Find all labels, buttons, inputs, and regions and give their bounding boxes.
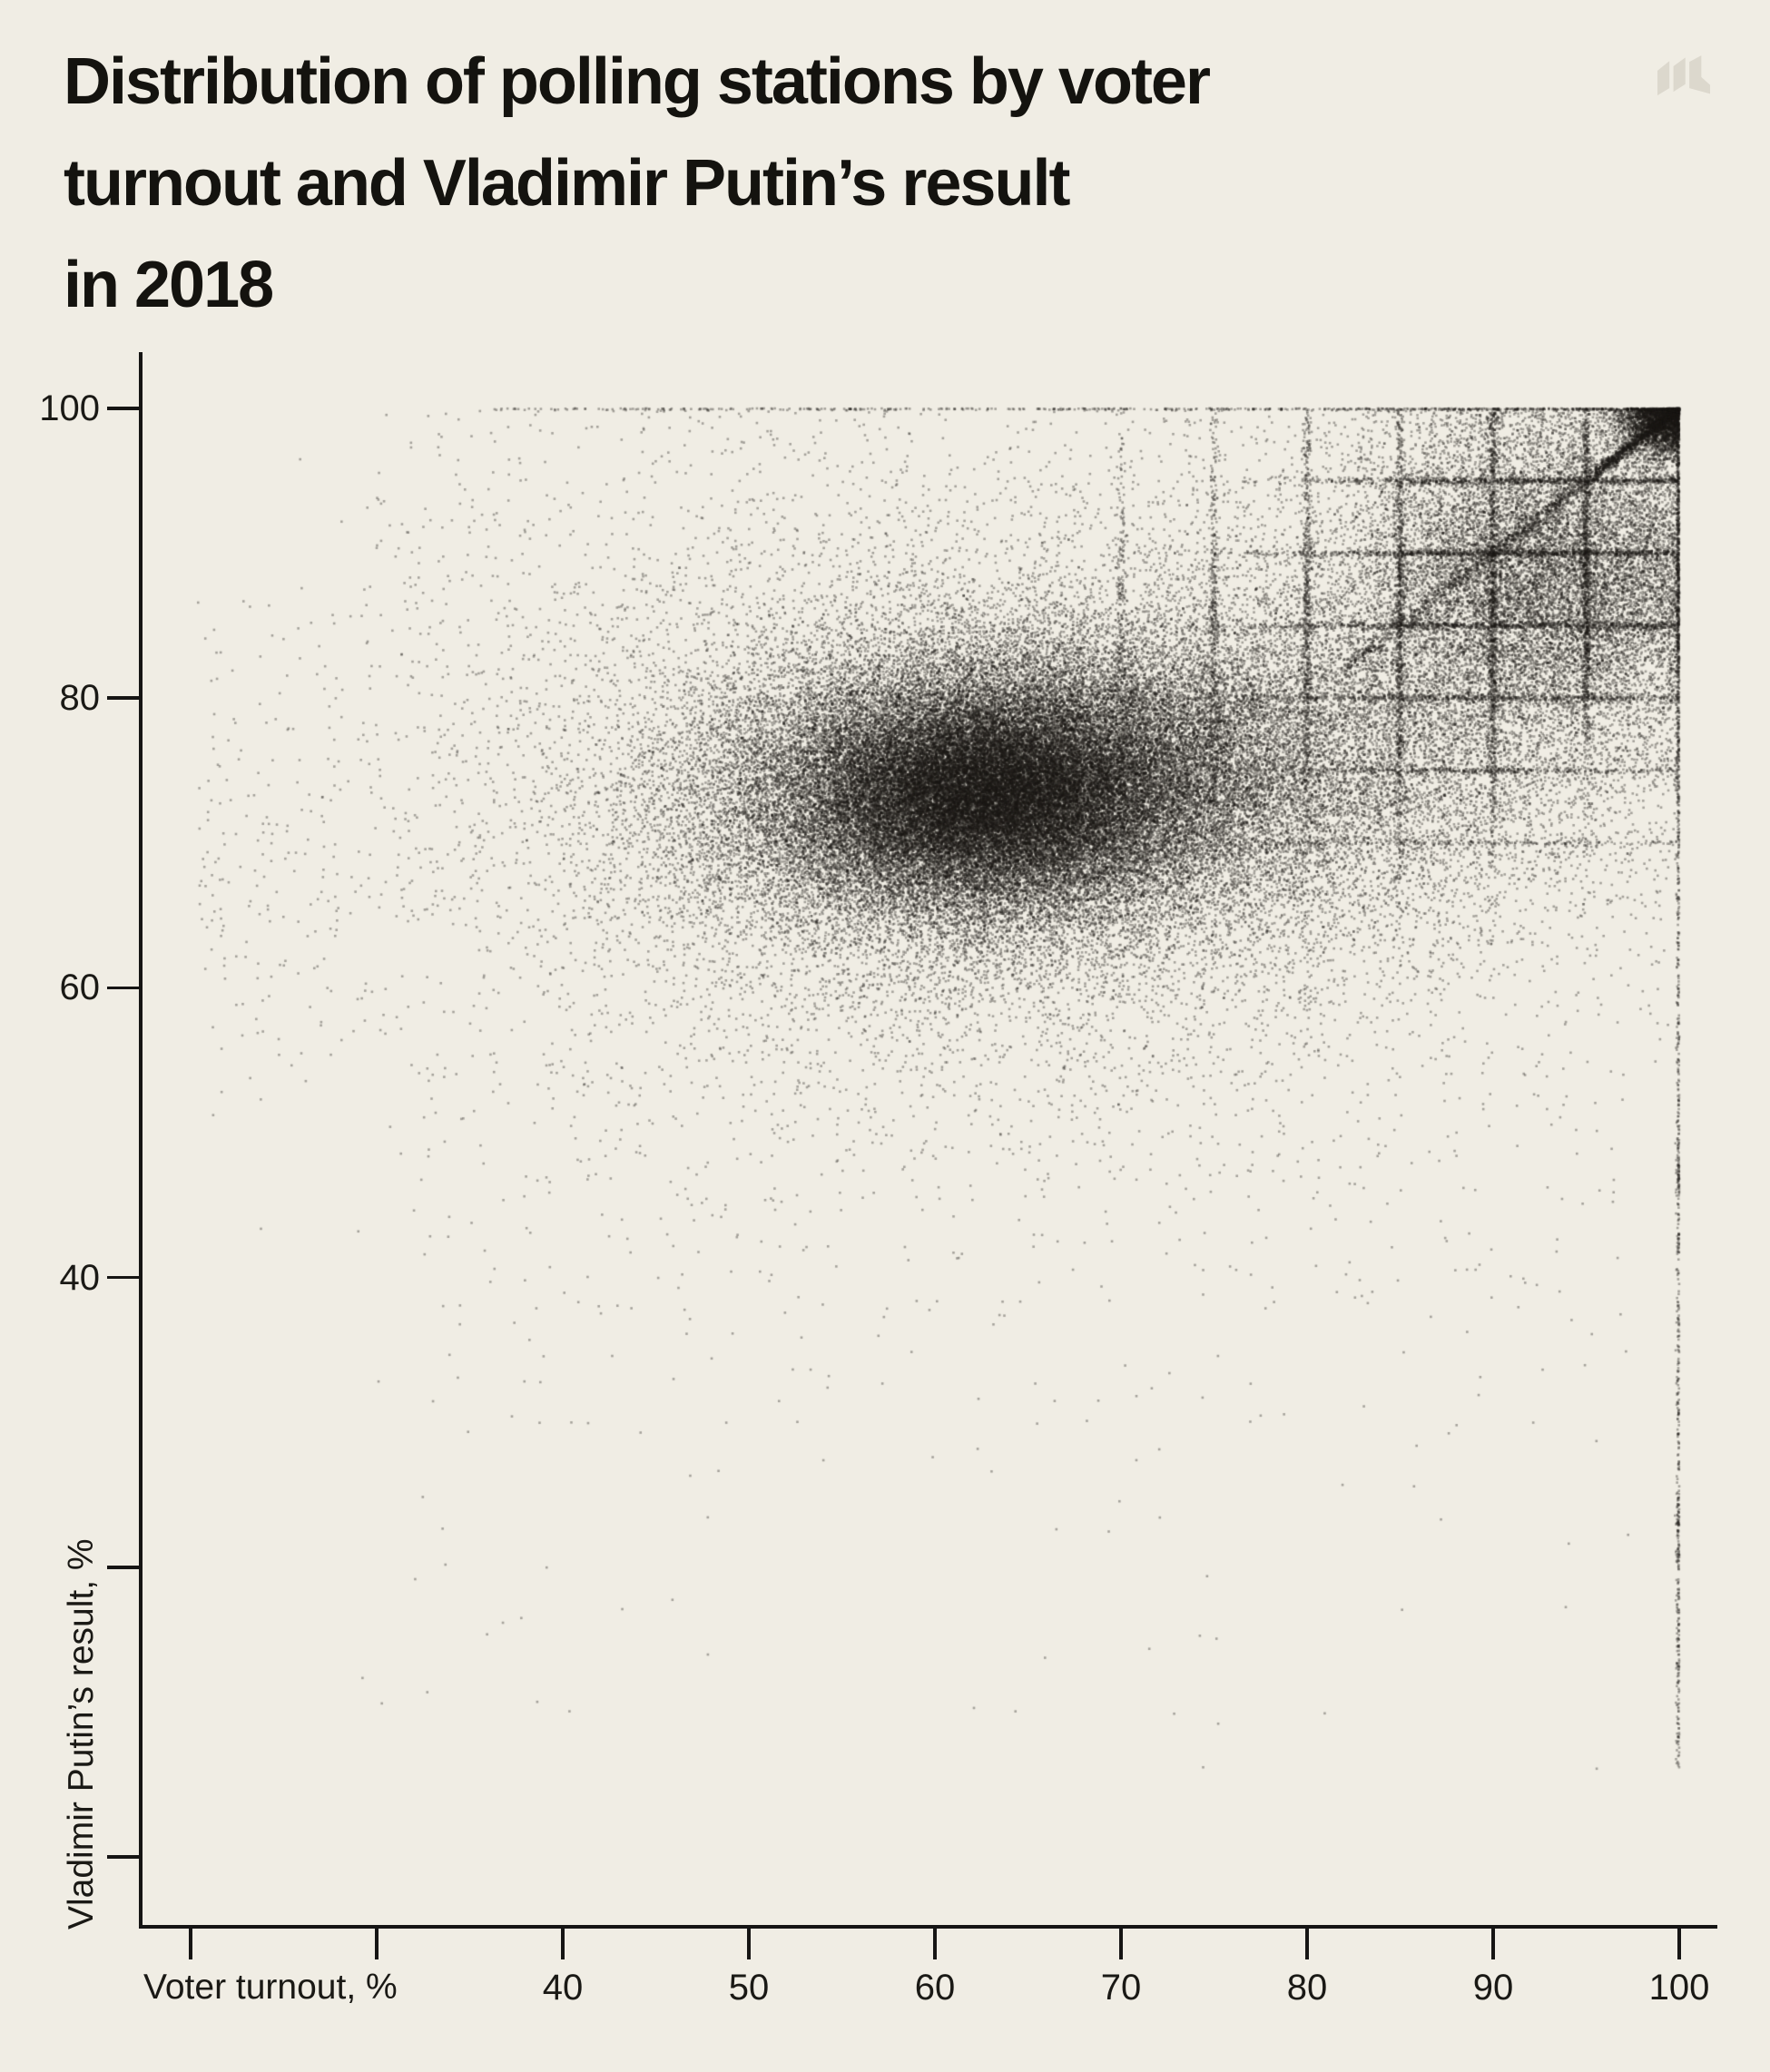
x-tick-label-90: 90 <box>1472 1968 1514 2008</box>
y-tick-60 <box>107 986 139 990</box>
y-tick-label-60: 60 <box>59 967 101 1008</box>
x-tick-label-40: 40 <box>542 1968 584 2008</box>
x-axis-line <box>139 1925 1717 1929</box>
y-tick-100 <box>107 407 139 410</box>
y-tick-40 <box>107 1275 139 1280</box>
x-tick-label-60: 60 <box>914 1968 956 2008</box>
y-tick-label-80: 80 <box>59 678 101 719</box>
y-tick-label-100: 100 <box>39 388 100 428</box>
y-axis-title: Vladimir Putin’s result, % <box>62 1538 101 1930</box>
y-tick-label-40: 40 <box>59 1257 101 1298</box>
x-tick-70 <box>1119 1928 1123 1959</box>
x-tick-20 <box>189 1928 192 1959</box>
x-tick-100 <box>1677 1928 1681 1959</box>
x-tick-50 <box>747 1928 751 1959</box>
x-tick-90 <box>1491 1928 1495 1959</box>
x-tick-label-50: 50 <box>728 1968 770 2008</box>
x-tick-label-70: 70 <box>1100 1968 1142 2008</box>
x-tick-80 <box>1305 1928 1309 1959</box>
y-tick-20 <box>107 1566 139 1569</box>
x-tick-60 <box>933 1928 937 1959</box>
x-axis-title: Voter turnout, % <box>143 1968 398 2007</box>
y-tick-0 <box>107 1855 139 1859</box>
x-tick-30 <box>375 1928 379 1959</box>
y-axis-line <box>139 352 143 1929</box>
x-tick-label-100: 100 <box>1648 1968 1710 2008</box>
y-tick-80 <box>107 696 139 700</box>
x-tick-40 <box>561 1928 565 1959</box>
x-tick-label-80: 80 <box>1286 1968 1328 2008</box>
